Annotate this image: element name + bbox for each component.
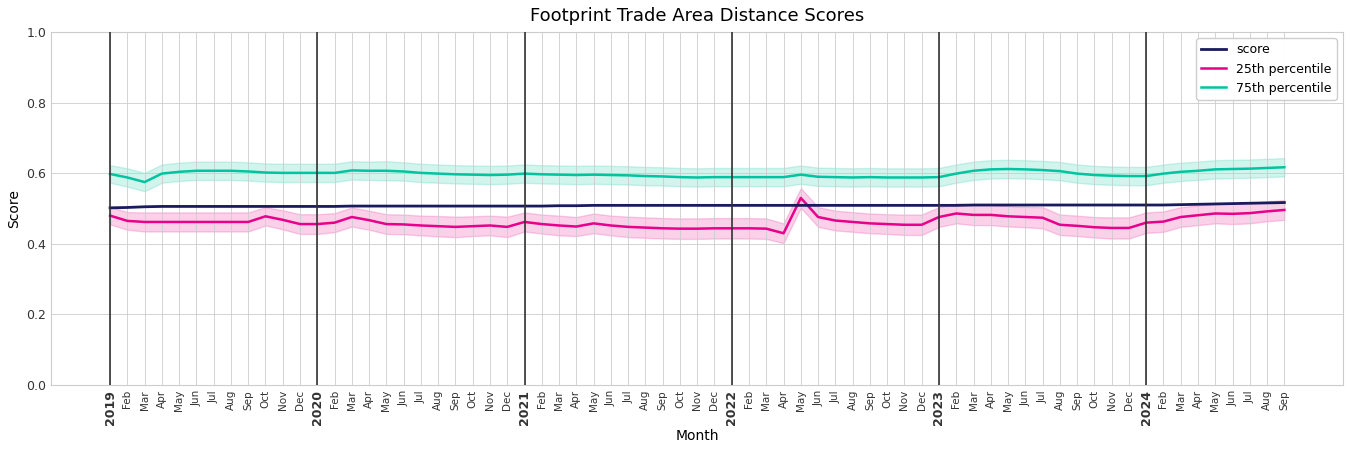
75th percentile: [517, 171, 533, 176]
Line: 75th percentile: 75th percentile: [111, 167, 1284, 182]
75th percentile: [792, 172, 809, 177]
25th percentile: [775, 230, 791, 236]
score: [327, 204, 343, 209]
X-axis label: Month: Month: [675, 429, 720, 443]
75th percentile: [103, 171, 119, 177]
Title: Footprint Trade Area Distance Scores: Footprint Trade Area Distance Scores: [531, 7, 864, 25]
75th percentile: [500, 172, 516, 177]
score: [258, 204, 274, 209]
score: [775, 202, 791, 208]
25th percentile: [188, 219, 204, 225]
75th percentile: [1276, 165, 1292, 170]
25th percentile: [1276, 207, 1292, 213]
75th percentile: [1260, 165, 1276, 171]
75th percentile: [344, 168, 360, 173]
Line: 25th percentile: 25th percentile: [111, 198, 1284, 233]
score: [482, 203, 498, 209]
25th percentile: [103, 213, 119, 218]
25th percentile: [327, 220, 343, 225]
25th percentile: [1260, 209, 1276, 214]
25th percentile: [810, 214, 826, 220]
score: [500, 203, 516, 209]
score: [103, 205, 119, 211]
score: [1276, 200, 1292, 205]
25th percentile: [1034, 215, 1050, 220]
75th percentile: [136, 180, 153, 185]
Line: score: score: [111, 202, 1284, 208]
25th percentile: [292, 221, 308, 227]
75th percentile: [205, 168, 221, 173]
Legend: score, 25th percentile, 75th percentile: score, 25th percentile, 75th percentile: [1196, 38, 1336, 100]
score: [188, 204, 204, 209]
Y-axis label: Score: Score: [7, 189, 22, 228]
25th percentile: [792, 195, 809, 201]
